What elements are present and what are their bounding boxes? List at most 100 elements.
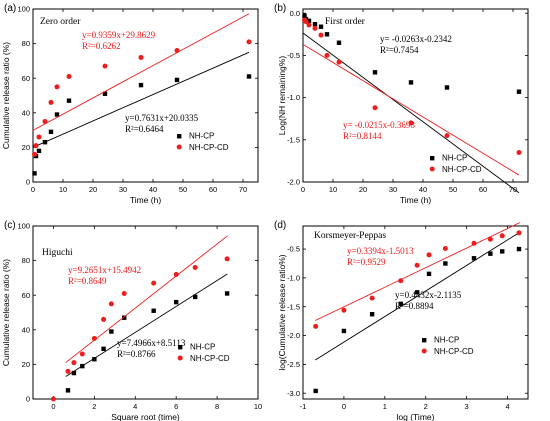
- data-point-square: [65, 388, 71, 393]
- y-tick-label: 40: [22, 108, 30, 117]
- data-point-square: [48, 129, 54, 135]
- x-tick-label: 0: [342, 402, 346, 411]
- x-tick-label: 3: [465, 402, 469, 411]
- x-tick-label: 70: [509, 185, 517, 194]
- data-point-square: [444, 85, 450, 90]
- data-point-square: [71, 370, 77, 376]
- legend-label-nh-cp-cd: NH-CP-CD: [434, 347, 474, 356]
- x-tick-label: 4: [505, 402, 509, 411]
- fit-r-squared: R²=0.6464: [125, 124, 164, 134]
- panel-title: Zero order: [40, 17, 81, 27]
- data-point-circle: [151, 280, 157, 286]
- data-point-square: [102, 91, 108, 96]
- x-tick-label: 60: [209, 185, 217, 194]
- x-axis-label: Time (h): [130, 195, 161, 205]
- data-point-circle: [414, 262, 420, 268]
- data-point-square: [408, 80, 414, 85]
- fit-line: [315, 222, 521, 321]
- x-tick-label: 4: [133, 402, 137, 411]
- data-point-circle: [372, 105, 378, 111]
- data-point-square: [426, 271, 432, 277]
- legend-square-marker: [422, 338, 427, 343]
- data-point-square: [32, 171, 37, 176]
- x-axis-label: log (Time): [397, 412, 435, 421]
- y-tick-label: -2.0: [287, 331, 300, 340]
- y-tick-label: 100: [17, 222, 30, 231]
- data-point-square: [500, 249, 505, 254]
- data-point-circle: [42, 118, 48, 124]
- data-point-circle: [138, 54, 144, 60]
- data-point-circle: [471, 240, 477, 246]
- data-point-square: [516, 89, 522, 94]
- y-tick-label: 0.0: [290, 9, 300, 18]
- y-tick-label: 60: [22, 74, 30, 83]
- x-axis-label: Square root (time): [111, 412, 180, 421]
- data-point-square: [341, 328, 347, 334]
- data-point-square: [80, 363, 85, 369]
- data-point-circle: [499, 233, 505, 239]
- panel-title: Higuchi: [42, 248, 73, 258]
- data-point-circle: [101, 316, 107, 322]
- series-nh-cp-cd: [302, 17, 522, 176]
- data-point-square: [66, 98, 72, 103]
- x-tick-label: 50: [449, 185, 457, 194]
- x-tick-label: 30: [119, 185, 127, 194]
- series-nh-cp: [313, 231, 522, 394]
- y-tick-label: -0.5: [287, 245, 300, 254]
- plot-frame: [302, 8, 529, 183]
- data-point-circle: [426, 252, 432, 258]
- data-point-circle: [48, 99, 54, 105]
- x-tick-label: 10: [59, 185, 67, 194]
- panel-d: -1 0 1 2 3 4 -3.0 -2.5 -2.0 -1.5 -1.0 -0.5 log (Time…: [274, 220, 529, 421]
- fit-line: [65, 235, 228, 363]
- data-point-circle: [306, 22, 312, 28]
- data-point-circle: [102, 63, 108, 69]
- data-point-square: [302, 13, 307, 18]
- data-point-circle: [121, 290, 127, 296]
- y-tick-label: 100: [17, 5, 30, 14]
- y-axis-label: log(Cumulative release ratio%): [277, 254, 287, 370]
- data-point-circle: [32, 151, 37, 157]
- y-tick-label: 20: [22, 143, 30, 152]
- data-point-square: [224, 291, 230, 296]
- legend-square-marker: [178, 345, 183, 350]
- fit-r-squared: R²=0.6262: [82, 41, 121, 51]
- data-point-square: [36, 148, 42, 154]
- panel-title: Korsmeyer-Peppas: [314, 231, 386, 241]
- fit-line: [302, 44, 520, 176]
- data-point-circle: [33, 143, 39, 149]
- data-point-circle: [312, 25, 318, 31]
- data-point-square: [488, 251, 493, 256]
- data-point-circle: [398, 278, 404, 284]
- data-point-circle: [487, 236, 493, 242]
- fit-line: [315, 231, 521, 361]
- legend-circle-marker: [176, 144, 182, 150]
- x-tick-label: 10: [329, 185, 337, 194]
- data-point-square: [336, 40, 342, 45]
- x-tick-label: 1: [383, 402, 387, 411]
- x-tick-label: 20: [359, 185, 367, 194]
- data-point-square: [306, 18, 312, 24]
- legend-label-nh-cp: NH-CP: [189, 132, 214, 141]
- x-tick-label: 10: [254, 402, 262, 411]
- legend-label-nh-cp-cd: NH-CP-CD: [189, 143, 229, 152]
- data-point-circle: [313, 323, 319, 329]
- fit-line: [32, 51, 250, 148]
- legend-circle-marker: [421, 348, 427, 354]
- plot-frame: [32, 8, 259, 183]
- y-tick-label: -2.0: [287, 178, 300, 187]
- data-point-square: [516, 246, 522, 252]
- data-point-circle: [174, 48, 180, 54]
- data-point-square: [92, 357, 97, 362]
- series-nh-cp-cd: [313, 222, 522, 329]
- fit-equation: y=0.7631x+20.0335: [125, 113, 199, 123]
- data-point-circle: [246, 39, 252, 45]
- data-point-square: [318, 24, 324, 29]
- data-point-square: [398, 301, 403, 307]
- y-tick-label: 0: [26, 395, 30, 404]
- y-tick-label: -1.0: [287, 274, 300, 283]
- data-point-circle: [324, 52, 330, 58]
- x-tick-label: 2: [424, 402, 428, 411]
- data-point-square: [138, 82, 144, 88]
- y-tick-label: -0.5: [287, 51, 300, 60]
